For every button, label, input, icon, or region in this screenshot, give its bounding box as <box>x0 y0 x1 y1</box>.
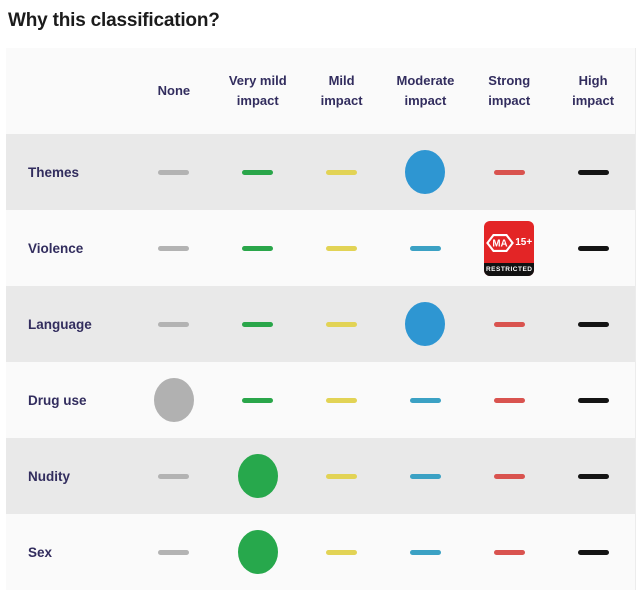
impact-cell-sex-none <box>132 549 216 555</box>
ma-badge-top: MA 15+ <box>484 221 534 263</box>
header-row: None Very mild impact Mild impact Moderate … <box>6 48 635 134</box>
row-sex: Sex <box>6 514 635 590</box>
impact-cell-drug-use-very-mild-impact <box>216 397 300 403</box>
row-label-nudity: Nudity <box>28 468 70 484</box>
impact-cell-violence-moderate-impact <box>384 245 468 251</box>
column-header-none: None <box>157 82 191 98</box>
impact-cell-sex-very-mild-impact <box>216 530 300 574</box>
impact-cell-themes-strong-impact <box>467 169 551 175</box>
impact-cell-violence-mild-impact <box>300 245 384 251</box>
ma-rating-text: MA <box>493 238 508 249</box>
impact-cell-nudity-moderate-impact <box>384 473 468 479</box>
row-label-violence: Violence <box>28 240 84 256</box>
row-label-language: Language <box>28 316 92 332</box>
column-header-moderate-impact: Moderate impact <box>396 72 455 108</box>
impact-cell-sex-mild-impact <box>300 549 384 555</box>
selected-impact-circle <box>405 302 446 346</box>
impact-cell-language-moderate-impact <box>384 302 468 346</box>
impact-dash <box>326 169 358 175</box>
row-label-sex: Sex <box>28 544 53 560</box>
impact-dash <box>577 321 609 327</box>
impact-cell-drug-use-high-impact <box>551 397 635 403</box>
impact-cell-drug-use-none <box>132 378 216 422</box>
impact-cell-nudity-high-impact <box>551 473 635 479</box>
impact-dash <box>493 397 525 403</box>
impact-dash <box>577 245 609 251</box>
impact-dash <box>409 397 441 403</box>
impact-dash <box>326 397 358 403</box>
selected-impact-circle <box>153 378 194 422</box>
impact-dash <box>242 321 274 327</box>
impact-cell-violence-high-impact <box>551 245 635 251</box>
impact-cell-themes-mild-impact <box>300 169 384 175</box>
impact-cell-violence-strong-impact: MA 15+ RESTRICTED <box>467 220 551 276</box>
row-language: Language <box>6 286 635 362</box>
ma-restricted-strip: RESTRICTED <box>484 262 535 276</box>
column-header-strong-impact: Strong impact <box>488 72 531 108</box>
impact-cell-violence-none <box>132 245 216 251</box>
page-title: Why this classification? <box>8 10 220 31</box>
impact-dash <box>242 169 274 175</box>
impact-cell-themes-none <box>132 169 216 175</box>
impact-cell-nudity-very-mild-impact <box>216 454 300 498</box>
impact-cell-sex-moderate-impact <box>384 549 468 555</box>
impact-dash <box>158 473 190 479</box>
row-label-drug-use: Drug use <box>28 392 87 408</box>
impact-cell-nudity-strong-impact <box>467 473 551 479</box>
row-drug-use: Drug use <box>6 362 635 438</box>
impact-cell-language-very-mild-impact <box>216 321 300 327</box>
impact-cell-themes-high-impact <box>551 169 635 175</box>
impact-cell-language-mild-impact <box>300 321 384 327</box>
impact-dash <box>158 549 190 555</box>
row-nudity: Nudity <box>6 438 635 514</box>
column-header-very-mild-impact: Very mild impact <box>228 72 287 108</box>
selected-impact-circle <box>237 454 278 498</box>
impact-dash <box>577 169 609 175</box>
impact-cell-drug-use-mild-impact <box>300 397 384 403</box>
impact-dash <box>242 245 274 251</box>
impact-dash <box>493 549 525 555</box>
impact-cell-sex-strong-impact <box>467 549 551 555</box>
impact-cell-drug-use-strong-impact <box>467 397 551 403</box>
impact-dash <box>493 473 525 479</box>
ma15-restricted-badge: MA 15+ RESTRICTED <box>484 220 535 276</box>
impact-dash <box>158 169 190 175</box>
impact-cell-drug-use-moderate-impact <box>384 397 468 403</box>
impact-dash <box>409 245 441 251</box>
row-label-themes: Themes <box>28 164 80 180</box>
impact-dash <box>577 549 609 555</box>
impact-dash <box>326 245 358 251</box>
impact-dash <box>577 473 609 479</box>
impact-dash <box>326 473 358 479</box>
selected-impact-circle <box>405 150 446 194</box>
impact-cell-violence-very-mild-impact <box>216 245 300 251</box>
impact-cell-nudity-none <box>132 473 216 479</box>
row-violence: Violence MA 15+ RESTRICTED <box>6 210 635 286</box>
column-header-high-impact: High impact <box>572 72 615 108</box>
classification-table: None Very mild impact Mild impact Moderate … <box>6 48 636 590</box>
impact-dash <box>577 397 609 403</box>
impact-dash <box>326 549 358 555</box>
impact-dash <box>326 321 358 327</box>
impact-cell-themes-moderate-impact <box>384 150 468 194</box>
impact-dash <box>158 321 190 327</box>
column-header-mild-impact: Mild impact <box>320 72 363 108</box>
impact-dash <box>493 321 525 327</box>
impact-dash <box>409 473 441 479</box>
row-themes: Themes <box>6 134 635 210</box>
impact-cell-sex-high-impact <box>551 549 635 555</box>
impact-cell-themes-very-mild-impact <box>216 169 300 175</box>
impact-dash <box>158 245 190 251</box>
impact-cell-language-strong-impact <box>467 321 551 327</box>
impact-cell-language-none <box>132 321 216 327</box>
selected-impact-circle <box>237 530 278 574</box>
ma-hexagon-icon: MA <box>486 233 515 252</box>
ma-age-text: 15+ <box>515 236 533 248</box>
impact-dash <box>242 397 274 403</box>
impact-dash <box>409 549 441 555</box>
impact-cell-language-high-impact <box>551 321 635 327</box>
impact-cell-nudity-mild-impact <box>300 473 384 479</box>
impact-dash <box>493 169 525 175</box>
